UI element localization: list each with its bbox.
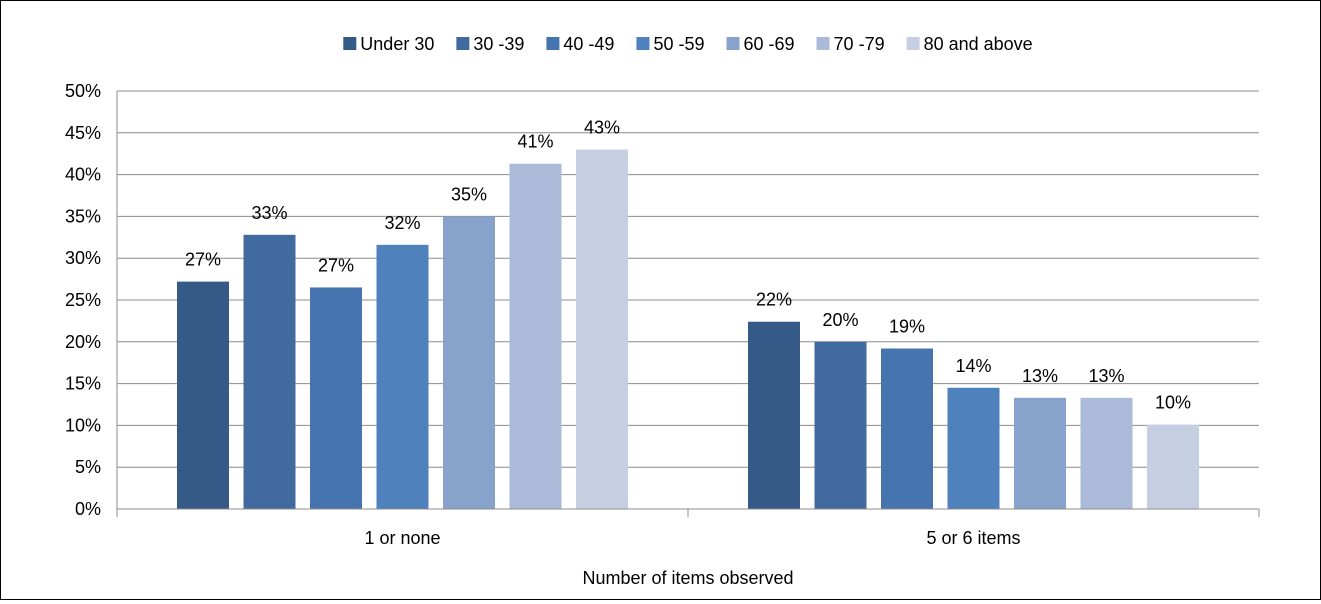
bar — [1080, 397, 1133, 509]
legend-item: Under 30 — [343, 34, 434, 54]
data-label: 10% — [1155, 393, 1191, 413]
y-axis: 0% 5% 10% 15% 20% 25% 30% 35% 40% 45% 50% — [65, 81, 118, 519]
data-label: 43% — [584, 118, 620, 138]
bar — [310, 287, 362, 509]
legend-label: 60 -69 — [744, 34, 795, 54]
bar — [443, 216, 495, 509]
data-label: 13% — [1022, 366, 1058, 386]
data-label: 13% — [1088, 366, 1124, 386]
y-tick-label: 50% — [65, 81, 101, 101]
bars — [177, 149, 1199, 510]
y-tick-label: 10% — [65, 415, 101, 435]
bar — [243, 234, 296, 510]
data-label: 41% — [517, 132, 553, 152]
bar — [509, 163, 562, 509]
y-tick-label: 0% — [75, 499, 101, 519]
legend-swatch — [906, 37, 920, 50]
x-axis-title: Number of items observed — [582, 568, 793, 588]
y-tick-label: 30% — [65, 248, 101, 268]
y-tick-label: 15% — [65, 374, 101, 394]
x-axis: 1 or none 5 or 6 items — [116, 508, 1260, 548]
bar — [576, 149, 628, 509]
x-tick-label: 5 or 6 items — [926, 528, 1020, 548]
legend-label: Under 30 — [360, 34, 434, 54]
data-label: 35% — [451, 184, 487, 204]
legend-swatch — [456, 37, 470, 50]
legend-label: 80 and above — [924, 34, 1033, 54]
y-tick-label: 25% — [65, 290, 101, 310]
data-label: 27% — [185, 250, 221, 270]
x-tick-label: 1 or none — [364, 528, 440, 548]
bar — [177, 281, 229, 509]
data-label: 20% — [822, 310, 858, 330]
legend-swatch — [343, 37, 357, 50]
data-label: 27% — [318, 255, 354, 275]
legend-item: 30 -39 — [456, 34, 524, 54]
legend-swatch — [546, 37, 560, 50]
legend-label: 70 -79 — [834, 34, 885, 54]
data-label: 33% — [251, 203, 287, 223]
bar — [376, 244, 429, 509]
legend-label: 50 -59 — [653, 34, 704, 54]
y-tick-label: 35% — [65, 206, 101, 226]
gridlines — [117, 90, 1259, 468]
legend-swatch — [816, 37, 830, 50]
data-label: 22% — [756, 290, 792, 310]
data-label: 32% — [384, 213, 420, 233]
legend-item: 40 -49 — [546, 34, 614, 54]
legend-label: 30 -39 — [473, 34, 524, 54]
bar — [1147, 424, 1199, 509]
legend-swatch — [726, 37, 740, 50]
y-tick-label: 20% — [65, 332, 101, 352]
bar — [881, 348, 933, 509]
bar — [748, 321, 800, 509]
legend-item: 60 -69 — [726, 34, 795, 54]
data-labels: 27% 33% 27% 32% 35% 41% 43% 22% 20% 19% 14% 13% 13% 1… — [185, 118, 1191, 413]
y-tick-label: 5% — [75, 457, 101, 477]
legend-item: 50 -59 — [636, 34, 705, 54]
legend-item: 80 and above — [906, 34, 1033, 54]
y-tick-label: 45% — [65, 123, 101, 143]
legend-label: 40 -49 — [563, 34, 614, 54]
data-label: 14% — [955, 356, 991, 376]
y-tick-label: 40% — [65, 165, 101, 185]
legend-item: 70 -79 — [816, 34, 885, 54]
legend: Under 30 30 -39 40 -49 50 -59 60 -69 70 -79 80… — [343, 34, 1033, 54]
data-label: 19% — [889, 316, 925, 336]
bar — [1014, 397, 1066, 509]
bar — [814, 341, 867, 509]
bar — [947, 387, 1000, 509]
legend-swatch — [636, 37, 650, 50]
